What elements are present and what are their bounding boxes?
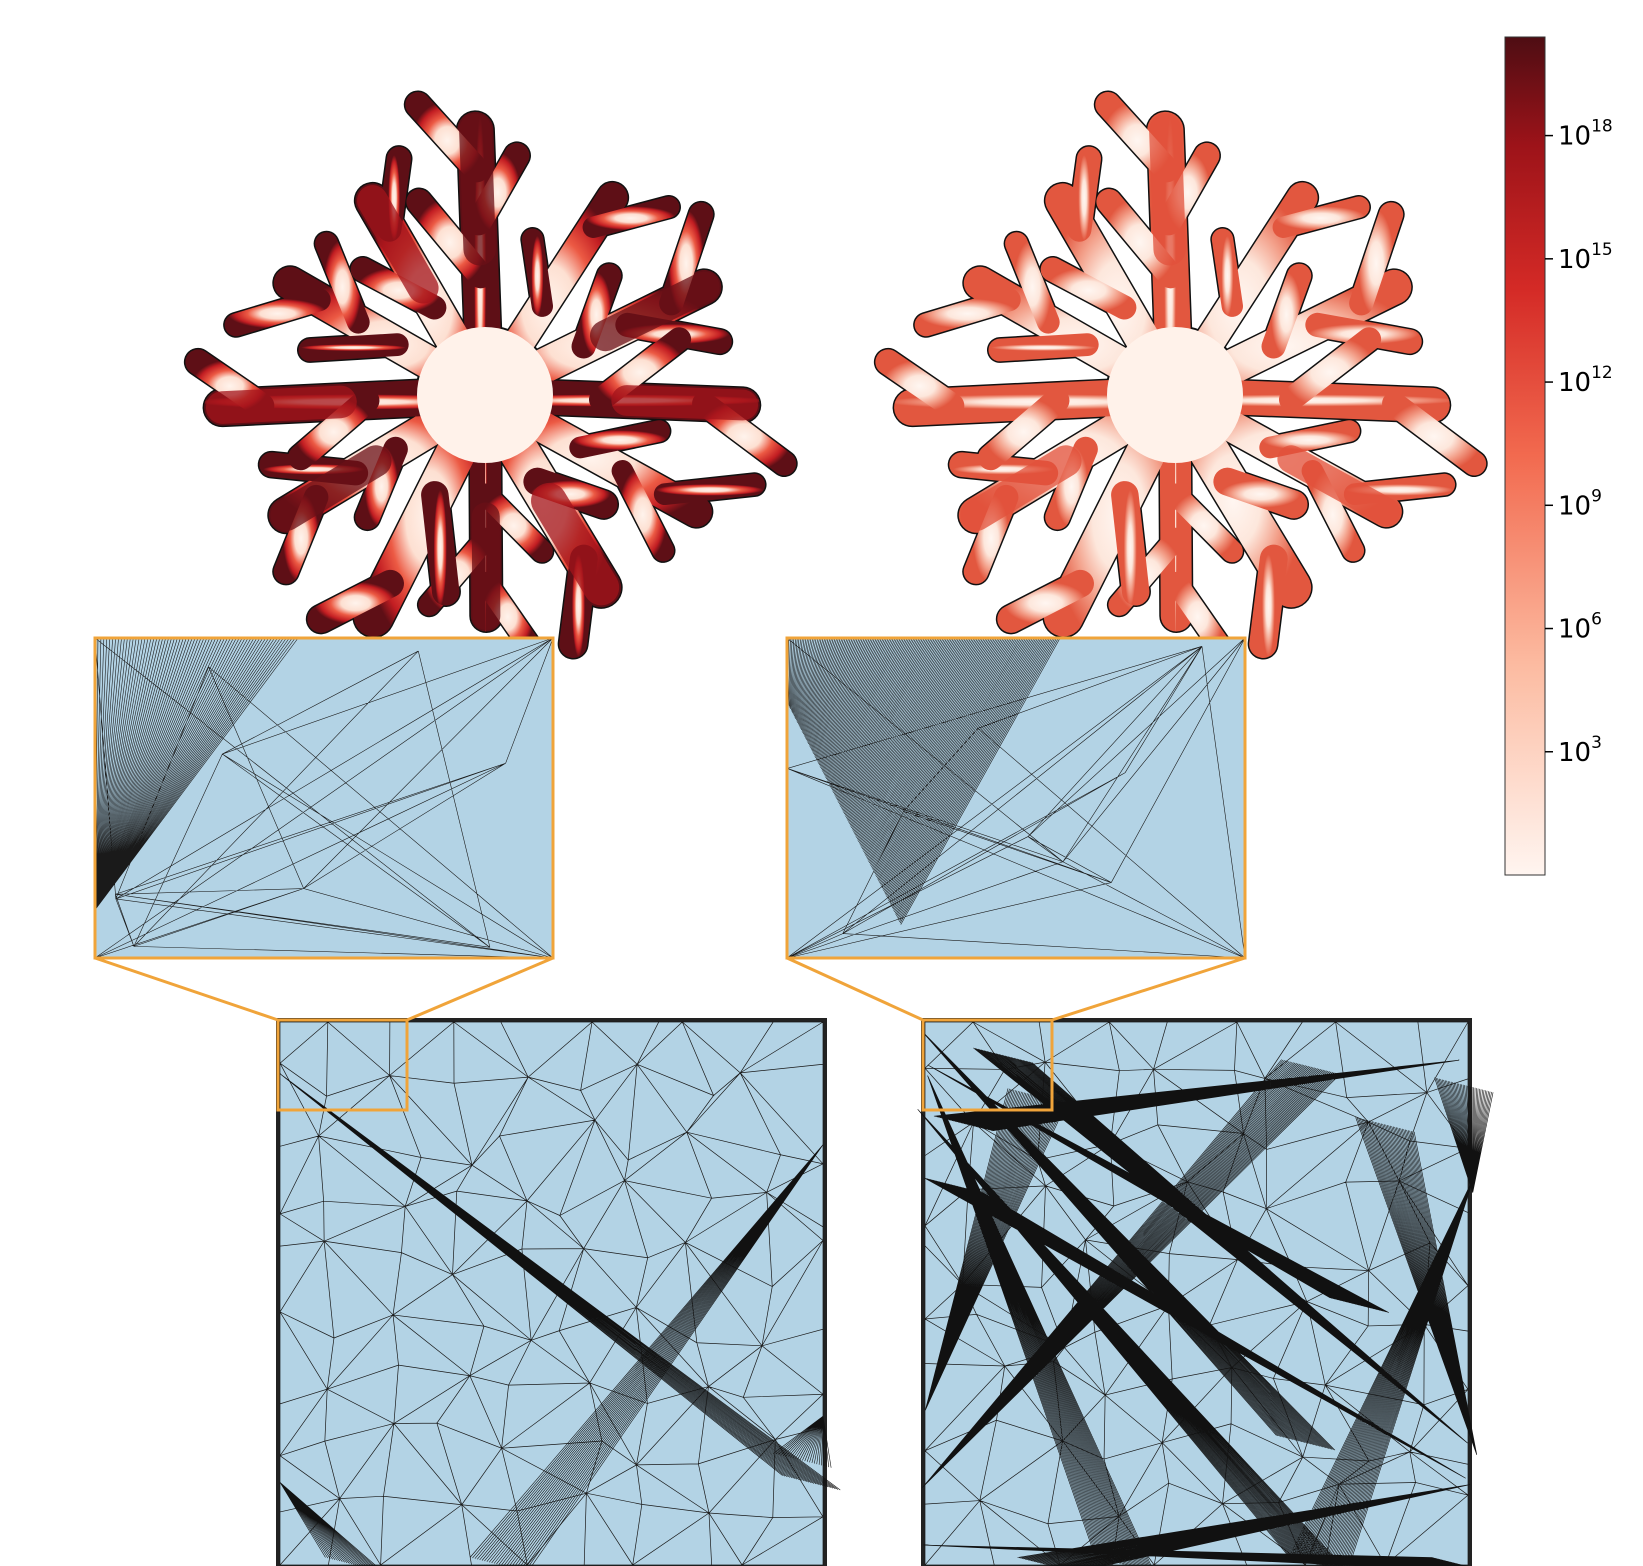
colorbar-tick-label: 1018	[1558, 117, 1613, 152]
zoom-region-right	[921, 1018, 1054, 1112]
tick-base: 10	[1558, 122, 1591, 152]
tick-exponent: 9	[1591, 486, 1602, 506]
colorbar-tick-label: 1012	[1558, 363, 1613, 398]
colorbar-tick-label: 1015	[1558, 240, 1613, 275]
tick-base: 10	[1558, 738, 1591, 768]
tick-exponent: 6	[1591, 610, 1602, 630]
zoom-region-left	[276, 1018, 409, 1112]
mesh-panel-right	[917, 1018, 1494, 1566]
zoom-connector-right-a	[786, 956, 924, 1022]
tick-exponent: 18	[1591, 117, 1613, 137]
zoom-inset-right-triangles	[786, 637, 1246, 959]
snowflake-field-left	[183, 90, 798, 660]
colorbar-gradient	[1504, 36, 1546, 876]
zoom-connector-right-b	[1051, 956, 1246, 1022]
tick-exponent: 3	[1591, 733, 1602, 753]
zoom-connector-left-a	[94, 956, 279, 1022]
tick-exponent: 15	[1591, 240, 1613, 260]
tick-base: 10	[1558, 615, 1591, 645]
tick-base: 10	[1558, 368, 1591, 398]
colorbar-tick-label: 103	[1558, 733, 1602, 768]
colorbar-tick-label: 109	[1558, 486, 1602, 521]
colorbar-tick-label: 106	[1558, 610, 1602, 645]
zoom-inset-left-border	[93, 636, 555, 960]
zoom-inset-left	[93, 636, 555, 1112]
zoom-inset-right-border	[785, 636, 1247, 960]
zoom-inset-left-triangles	[94, 637, 554, 959]
tick-exponent: 12	[1591, 363, 1613, 383]
tick-base: 10	[1558, 491, 1591, 521]
mesh-panel-left	[276, 1018, 841, 1566]
zoom-connector-left-b	[406, 956, 554, 1022]
zoom-inset-right	[785, 636, 1247, 1112]
mesh-triangles-left	[279, 1021, 841, 1566]
mesh-triangles-right	[917, 1021, 1494, 1566]
snowflake-field-right	[873, 90, 1488, 660]
tick-base: 10	[1558, 245, 1591, 275]
